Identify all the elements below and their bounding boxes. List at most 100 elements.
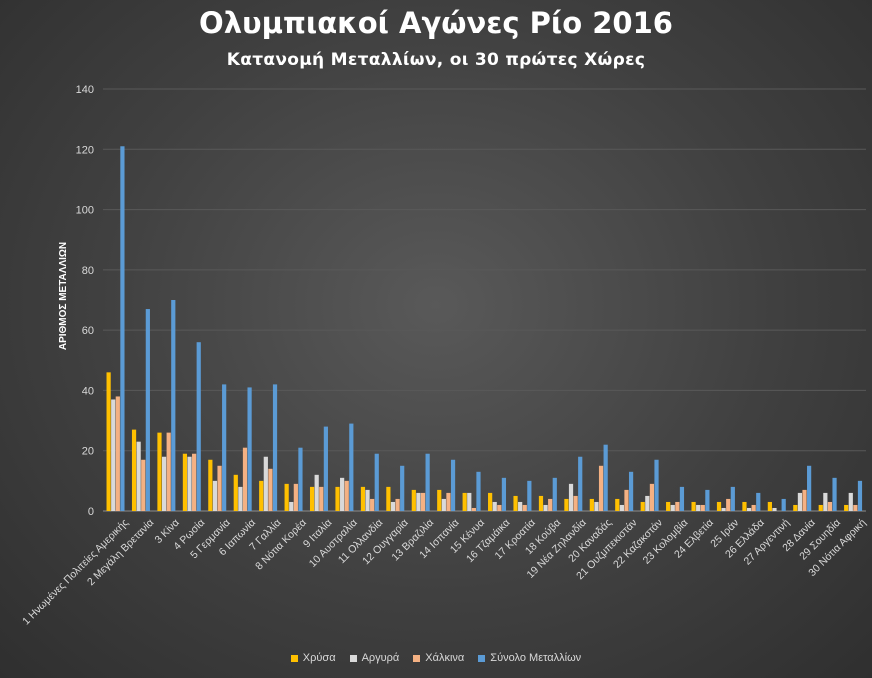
bar bbox=[340, 477, 345, 511]
bar bbox=[589, 498, 594, 511]
chart-title: Ολυμπιακοί Αγώνες Ρίο 2016 bbox=[199, 6, 673, 40]
bar bbox=[111, 399, 116, 511]
legend-swatch bbox=[413, 654, 421, 662]
bar bbox=[476, 471, 481, 511]
bar bbox=[619, 504, 624, 511]
bar bbox=[145, 309, 150, 511]
gridlines bbox=[103, 88, 866, 512]
bar bbox=[263, 456, 268, 511]
bar bbox=[679, 486, 685, 511]
bar bbox=[319, 486, 324, 511]
bar bbox=[365, 489, 370, 511]
bar bbox=[136, 441, 141, 511]
bar bbox=[730, 486, 735, 511]
bar bbox=[640, 501, 645, 511]
bar bbox=[654, 459, 659, 511]
bar bbox=[395, 498, 400, 511]
y-tick-label: 40 bbox=[82, 385, 94, 397]
bar bbox=[293, 483, 298, 511]
legend: Χρύσα Αργυρά Χάλκινα Σύνολο Μεταλλίων bbox=[0, 652, 872, 664]
bar bbox=[171, 300, 176, 511]
bar bbox=[751, 504, 756, 511]
y-tick-label: 140 bbox=[76, 84, 94, 96]
bar bbox=[182, 453, 188, 511]
bar bbox=[268, 468, 273, 511]
bar bbox=[781, 498, 786, 511]
bar bbox=[832, 477, 837, 511]
legend-swatch bbox=[290, 654, 298, 662]
bar bbox=[716, 501, 722, 511]
y-tick-label: 80 bbox=[82, 265, 94, 277]
bar bbox=[192, 453, 197, 511]
bar bbox=[649, 483, 655, 511]
bar bbox=[726, 498, 731, 511]
bar bbox=[844, 504, 849, 511]
bar bbox=[488, 492, 493, 511]
bar bbox=[628, 471, 634, 511]
chart-subtitle: Κατανομή Μεταλλίων, οι 30 πρώτες Χώρες bbox=[226, 50, 646, 70]
x-category-label: 1 Ηνωμένες Πολιτείες Αμερικής bbox=[20, 517, 131, 628]
legend-item: Σύνολο Μεταλλίων bbox=[478, 652, 581, 664]
bar bbox=[115, 396, 120, 511]
bar bbox=[497, 504, 502, 511]
bar bbox=[187, 456, 192, 511]
bar bbox=[298, 447, 303, 511]
chart-plot: 0 20 40 60 80 100 120 140 ΑΡΙΘΜΟΣ ΜΕΤΑΛΛΙΩΝ 1 Η… bbox=[20, 84, 868, 628]
bar bbox=[552, 477, 557, 511]
bar bbox=[238, 486, 243, 511]
bar bbox=[233, 474, 238, 511]
bar bbox=[425, 453, 430, 511]
bar bbox=[222, 384, 227, 511]
bar bbox=[666, 501, 671, 511]
bar bbox=[518, 501, 523, 511]
bar bbox=[857, 480, 863, 511]
bar bbox=[390, 501, 396, 511]
bar bbox=[848, 492, 853, 511]
bar bbox=[705, 489, 710, 511]
bar bbox=[161, 456, 167, 511]
bar bbox=[645, 495, 650, 511]
bar bbox=[420, 492, 426, 511]
bar bbox=[400, 465, 405, 511]
bar bbox=[772, 507, 777, 511]
legend-label: Αργυρά bbox=[361, 652, 400, 664]
bar bbox=[827, 501, 833, 511]
y-tick-label: 20 bbox=[82, 446, 94, 458]
bar bbox=[670, 504, 675, 511]
bar bbox=[120, 146, 125, 511]
bar bbox=[411, 489, 416, 511]
bar bbox=[807, 465, 812, 511]
bar bbox=[603, 444, 608, 511]
bar bbox=[309, 486, 315, 511]
bar bbox=[208, 459, 213, 511]
bar bbox=[578, 456, 583, 511]
y-tick-label: 100 bbox=[76, 205, 94, 217]
bar bbox=[538, 495, 544, 511]
bar bbox=[675, 501, 680, 511]
bar bbox=[386, 486, 391, 511]
bar bbox=[370, 498, 375, 511]
legend-swatch bbox=[478, 654, 486, 662]
bar bbox=[416, 492, 421, 511]
bar bbox=[467, 492, 472, 511]
legend-label: Σύνολο Μεταλλίων bbox=[490, 652, 582, 664]
bar bbox=[501, 477, 507, 511]
bar bbox=[212, 480, 218, 511]
bar bbox=[696, 504, 701, 511]
legend-item: Χρύσα bbox=[290, 652, 336, 664]
legend-label: Χρύσα bbox=[302, 652, 336, 664]
bar bbox=[853, 504, 858, 511]
bar bbox=[446, 492, 451, 511]
legend-item: Χάλκινα bbox=[413, 652, 464, 664]
bar bbox=[594, 501, 599, 511]
bar bbox=[746, 507, 752, 511]
bar bbox=[598, 465, 604, 511]
bar bbox=[141, 459, 146, 511]
bar bbox=[568, 483, 574, 511]
legend-label: Χάλκινα bbox=[425, 652, 465, 664]
bar bbox=[323, 426, 328, 511]
legend-item: Αργυρά bbox=[349, 652, 400, 664]
bar bbox=[344, 480, 349, 511]
bar bbox=[335, 486, 340, 511]
y-tick-label: 120 bbox=[76, 144, 94, 156]
